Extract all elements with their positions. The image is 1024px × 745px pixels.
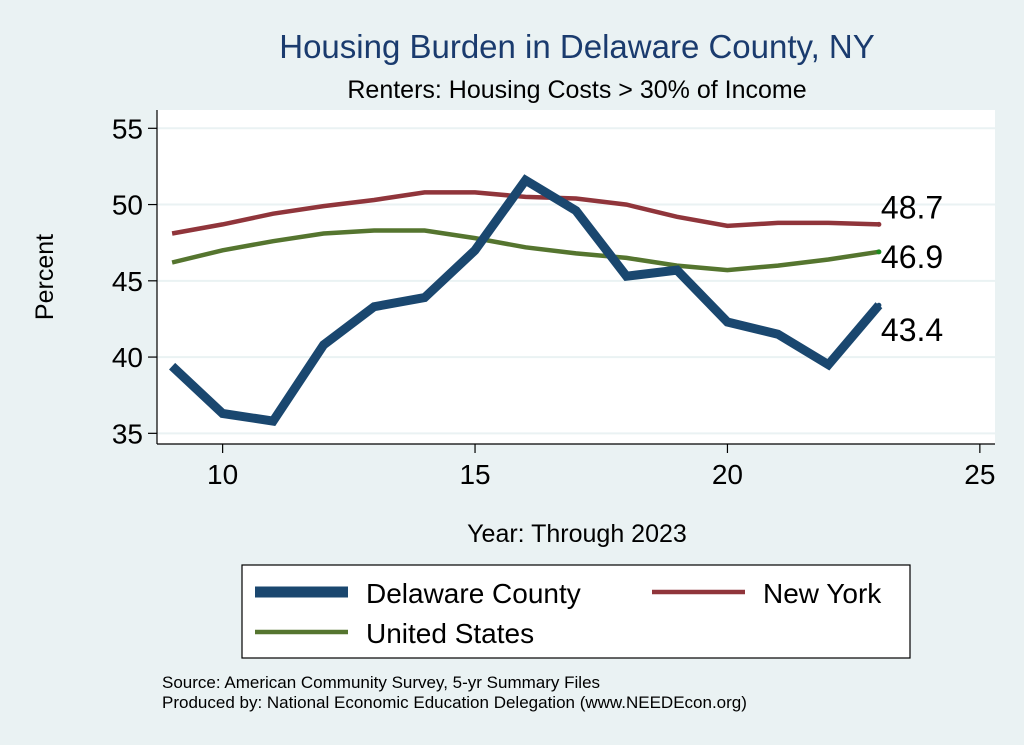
legend: Delaware County New York United States [241, 564, 911, 659]
series-layer [169, 174, 883, 426]
gridlines [157, 127, 995, 435]
legend-label-delaware-county: Delaware County [366, 578, 581, 609]
series-line-united-states [171, 228, 880, 273]
end-point-delaware-county [876, 302, 882, 308]
legend-label-united-states: United States [366, 618, 534, 649]
end-point-united-states [876, 249, 882, 255]
end-point-new-york [876, 221, 882, 227]
plot-area [157, 110, 995, 444]
legend-box [241, 564, 911, 659]
y-tick-label: 55 [112, 113, 143, 144]
end-label-new-york: 48.7 [881, 189, 943, 225]
end-label-united-states: 46.9 [881, 239, 943, 275]
axes: 35 40 45 50 55 10 15 20 25 [112, 110, 995, 490]
legend-label-new-york: New York [763, 578, 882, 609]
series-line-delaware-county [169, 174, 883, 426]
x-tick-label: 25 [964, 459, 995, 490]
y-axis-label: Percent [31, 234, 59, 320]
producer-note: Produced by: National Economic Education… [162, 693, 747, 712]
chart-title: Housing Burden in Delaware County, NY [279, 28, 875, 65]
x-axis-label: Year: Through 2023 [467, 520, 687, 548]
y-tick-label: 40 [112, 342, 143, 373]
end-label-delaware-county: 43.4 [881, 312, 943, 348]
end-labels: 43.4 48.7 46.9 [881, 189, 943, 348]
y-tick-label: 50 [112, 190, 143, 221]
y-tick-label: 35 [112, 418, 143, 449]
x-tick-label: 20 [712, 459, 743, 490]
x-tick-label: 10 [207, 459, 238, 490]
chart-subtitle: Renters: Housing Costs > 30% of Income [347, 76, 806, 104]
source-note: Source: American Community Survey, 5-yr … [162, 673, 600, 692]
x-tick-label: 15 [459, 459, 490, 490]
y-tick-label: 45 [112, 266, 143, 297]
series-line-new-york [171, 190, 879, 236]
